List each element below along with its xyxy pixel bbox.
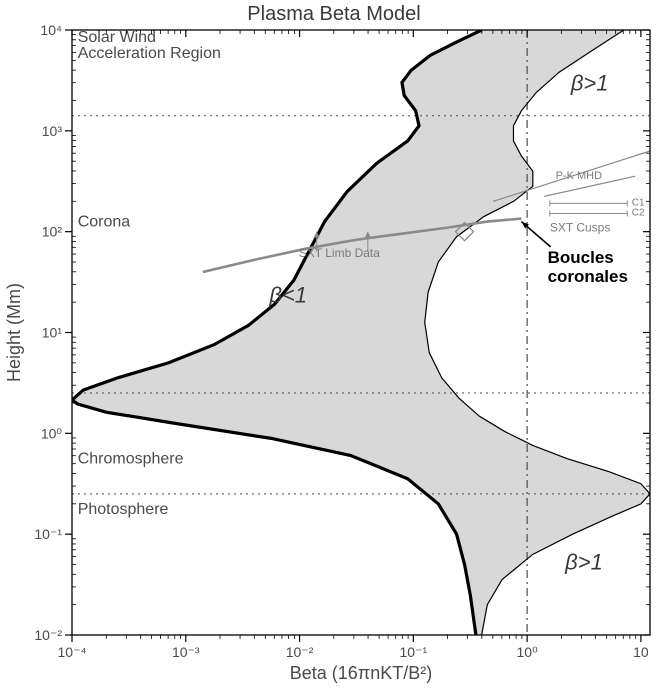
y-tick-label: 10⁰ — [41, 425, 63, 441]
x-tick-label: 10⁻⁴ — [58, 644, 87, 660]
plot-label: β<1 — [268, 282, 307, 307]
chart-title: Plasma Beta Model — [247, 3, 420, 25]
plot-label: β>1 — [570, 71, 609, 96]
x-tick-label: 10⁻¹ — [400, 644, 428, 660]
plot-label: SXT Cusps — [550, 221, 610, 235]
plot-label: Corona — [78, 214, 131, 231]
plot-label: Acceleration Region — [78, 45, 221, 62]
plot-label: Chromosphere — [78, 451, 184, 468]
chart-container: Plasma Beta Model Solar WindAcceleration … — [0, 0, 668, 693]
x-tick-label: 10 — [633, 644, 649, 660]
plasma-beta-chart: Plasma Beta Model Solar WindAcceleration … — [0, 0, 668, 693]
y-tick-label: 10³ — [42, 123, 63, 139]
x-tick-label: 10⁻³ — [172, 644, 200, 660]
x-tick-label: 10⁻² — [286, 644, 314, 660]
y-tick-label: 10⁴ — [40, 22, 62, 38]
y-axis-label: Height (Mm) — [4, 283, 24, 382]
plot-label: β>1 — [564, 549, 603, 574]
callout-text: coronales — [548, 267, 628, 286]
plot-label: Solar Wind — [78, 29, 156, 46]
y-tick-label: 10⁻¹ — [34, 526, 62, 542]
x-axis-label: Beta (16πnKT/B²) — [290, 663, 432, 683]
plot-label: SXT Limb Data — [299, 246, 380, 260]
plot-label: P-K MHD — [556, 170, 603, 182]
y-tick-label: 10⁻² — [34, 627, 62, 643]
y-tick-label: 10² — [42, 224, 63, 240]
x-tick-label: 10⁰ — [517, 644, 539, 660]
callout-text: Boucles — [548, 248, 614, 267]
y-tick-label: 10¹ — [42, 325, 63, 341]
plot-label: C2 — [632, 208, 645, 219]
plot-label: Photosphere — [78, 501, 169, 518]
